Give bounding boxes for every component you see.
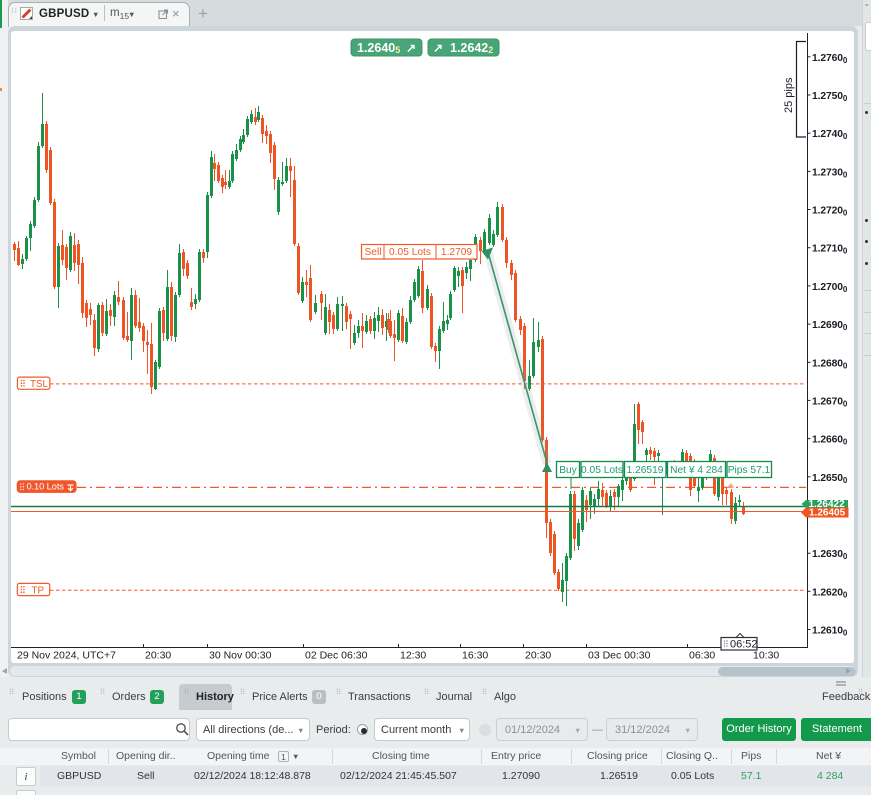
svg-text:1.27100: 1.27100 (812, 244, 848, 256)
svg-text:0.10 Lots: 0.10 Lots (27, 482, 65, 492)
svg-text:12:30: 12:30 (400, 650, 426, 662)
svg-text:TP: TP (32, 585, 45, 596)
svg-text:16:30: 16:30 (462, 650, 488, 662)
svg-text:1.26300: 1.26300 (812, 549, 848, 561)
svg-text:1.26519: 1.26519 (627, 465, 664, 476)
svg-text:1.26405: 1.26405 (357, 41, 400, 55)
svg-text:1.27200: 1.27200 (812, 206, 848, 218)
svg-text:1.27400: 1.27400 (812, 129, 848, 141)
svg-text:1.27500: 1.27500 (812, 91, 848, 103)
svg-text:1.2709: 1.2709 (441, 247, 472, 258)
svg-text:1.26422: 1.26422 (450, 41, 493, 55)
svg-text:1.26422: 1.26422 (809, 499, 846, 510)
svg-text:25 pips: 25 pips (783, 77, 795, 113)
svg-text:02 Dec 06:30: 02 Dec 06:30 (305, 650, 368, 662)
svg-text:↗: ↗ (433, 41, 443, 55)
svg-text:03 Dec 00:30: 03 Dec 00:30 (588, 650, 651, 662)
svg-text:29 Nov 2024, UTC+7: 29 Nov 2024, UTC+7 (17, 650, 116, 662)
svg-text:1.26100: 1.26100 (812, 626, 848, 638)
svg-text:Sell: Sell (365, 247, 382, 258)
svg-text:0.05 Lots: 0.05 Lots (389, 247, 431, 258)
svg-text:1.26800: 1.26800 (812, 358, 848, 370)
svg-text:20:30: 20:30 (145, 650, 171, 662)
svg-text:1.26900: 1.26900 (812, 320, 848, 332)
svg-text:06:52: 06:52 (730, 639, 758, 651)
svg-text:↗: ↗ (406, 41, 416, 55)
svg-text:1.27300: 1.27300 (812, 167, 848, 179)
svg-text:0.05 Lots: 0.05 Lots (581, 465, 623, 476)
svg-text:1.27000: 1.27000 (812, 282, 848, 294)
svg-text:06:30: 06:30 (689, 650, 715, 662)
svg-text:10:30: 10:30 (753, 650, 779, 662)
svg-text:1.26500: 1.26500 (812, 473, 848, 485)
svg-text:1.26700: 1.26700 (812, 396, 848, 408)
svg-text:Buy: Buy (559, 465, 577, 476)
svg-text:1.26200: 1.26200 (812, 587, 848, 599)
svg-text:1.26600: 1.26600 (812, 435, 848, 447)
svg-text:30 Nov 00:30: 30 Nov 00:30 (209, 650, 272, 662)
svg-text:1.27600: 1.27600 (812, 53, 848, 65)
svg-text:1.26405: 1.26405 (809, 508, 846, 519)
svg-text:Pips 57.1: Pips 57.1 (728, 465, 771, 476)
svg-text:20:30: 20:30 (525, 650, 551, 662)
svg-text:TSL: TSL (30, 379, 49, 390)
svg-text:Net ¥ 4 284: Net ¥ 4 284 (670, 465, 723, 476)
